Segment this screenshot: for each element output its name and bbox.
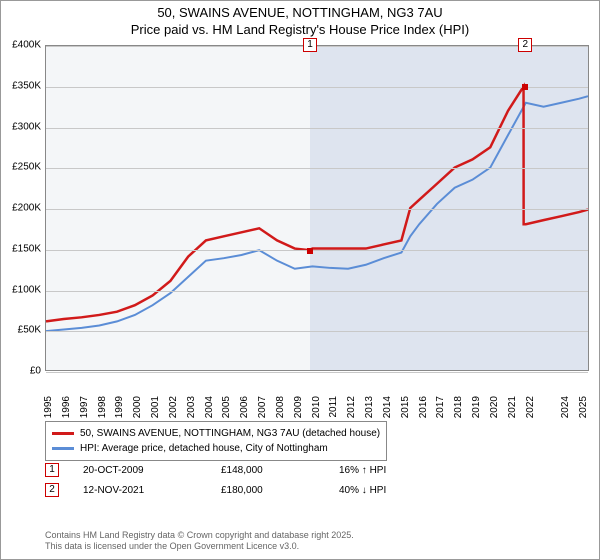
price-marker-dot [522, 84, 528, 90]
gridline [46, 372, 588, 373]
y-tick-label: £250K [7, 162, 43, 173]
x-tick-label: 2013 [364, 396, 375, 418]
gridline [46, 46, 588, 47]
x-tick-label: 2001 [150, 396, 161, 418]
event-row: 1 20-OCT-2009 £148,000 16% ↑ HPI [45, 463, 589, 477]
x-tick-label: 2018 [453, 396, 464, 418]
gridline [46, 168, 588, 169]
price-marker-dot [307, 248, 313, 254]
y-tick-label: £50K [7, 325, 43, 336]
x-tick-label: 1998 [97, 396, 108, 418]
event-date: 12-NOV-2021 [83, 485, 203, 496]
y-tick-label: £150K [7, 243, 43, 254]
event-row: 2 12-NOV-2021 £180,000 40% ↓ HPI [45, 483, 589, 497]
x-tick-label: 2007 [257, 396, 268, 418]
event-delta: 40% ↓ HPI [339, 485, 459, 496]
x-tick-label: 2005 [221, 396, 232, 418]
x-tick-label: 2008 [275, 396, 286, 418]
chart-area: 12 £0£50K£100K£150K£200K£250K£300K£350K£… [7, 41, 593, 411]
x-tick-label: 2006 [239, 396, 250, 418]
y-tick-label: £350K [7, 80, 43, 91]
event-table: 1 20-OCT-2009 £148,000 16% ↑ HPI 2 12-NOV-202… [45, 463, 589, 503]
legend-swatch [52, 447, 74, 450]
x-tick-label: 2016 [418, 396, 429, 418]
x-tick-label: 2000 [132, 396, 143, 418]
title-sub: Price paid vs. HM Land Registry's House … [1, 22, 599, 39]
title-main: 50, SWAINS AVENUE, NOTTINGHAM, NG3 7AU [1, 5, 599, 22]
x-tick-label: 2009 [293, 396, 304, 418]
x-tick-label: 2012 [346, 396, 357, 418]
x-tick-label: 2021 [507, 396, 518, 418]
event-price: £148,000 [221, 465, 321, 476]
chart-container: 50, SWAINS AVENUE, NOTTINGHAM, NG3 7AU P… [0, 0, 600, 560]
plot-area: 12 [45, 45, 589, 371]
y-tick-label: £0 [7, 366, 43, 377]
y-tick-label: £300K [7, 121, 43, 132]
x-tick-label: 2015 [400, 396, 411, 418]
gridline [46, 250, 588, 251]
x-tick-label: 2002 [168, 396, 179, 418]
x-tick-label: 2025 [578, 396, 589, 418]
line-svg [46, 46, 588, 370]
gridline [46, 291, 588, 292]
legend-item: HPI: Average price, detached house, City… [52, 441, 380, 456]
x-tick-label: 2014 [382, 396, 393, 418]
legend: 50, SWAINS AVENUE, NOTTINGHAM, NG3 7AU (… [45, 421, 387, 461]
y-tick-label: £200K [7, 203, 43, 214]
attribution: Contains HM Land Registry data © Crown c… [45, 530, 589, 553]
x-tick-label: 2003 [186, 396, 197, 418]
attribution-line: This data is licensed under the Open Gov… [45, 541, 589, 553]
y-tick-label: £400K [7, 40, 43, 51]
event-date: 20-OCT-2009 [83, 465, 203, 476]
legend-item: 50, SWAINS AVENUE, NOTTINGHAM, NG3 7AU (… [52, 426, 380, 441]
series-line-property [46, 87, 588, 322]
gridline [46, 209, 588, 210]
event-marker-box: 2 [45, 483, 59, 497]
x-tick-label: 2004 [204, 396, 215, 418]
gridline [46, 87, 588, 88]
x-tick-label: 2019 [471, 396, 482, 418]
x-tick-label: 2010 [311, 396, 322, 418]
legend-swatch [52, 432, 74, 435]
x-tick-label: 1997 [79, 396, 90, 418]
chart-titles: 50, SWAINS AVENUE, NOTTINGHAM, NG3 7AU P… [1, 1, 599, 39]
x-tick-label: 2011 [328, 396, 339, 418]
price-marker-box: 2 [518, 38, 532, 52]
x-tick-label: 2022 [525, 396, 536, 418]
x-tick-label: 1999 [114, 396, 125, 418]
attribution-line: Contains HM Land Registry data © Crown c… [45, 530, 589, 542]
gridline [46, 331, 588, 332]
gridline [46, 128, 588, 129]
event-delta: 16% ↑ HPI [339, 465, 459, 476]
x-tick-label: 1995 [43, 396, 54, 418]
x-tick-label: 2024 [560, 396, 571, 418]
legend-label: HPI: Average price, detached house, City… [80, 441, 328, 456]
event-marker-box: 1 [45, 463, 59, 477]
event-price: £180,000 [221, 485, 321, 496]
price-marker-box: 1 [303, 38, 317, 52]
x-tick-label: 2020 [489, 396, 500, 418]
legend-label: 50, SWAINS AVENUE, NOTTINGHAM, NG3 7AU (… [80, 426, 380, 441]
series-line-hpi [46, 96, 588, 331]
x-tick-label: 1996 [61, 396, 72, 418]
y-tick-label: £100K [7, 284, 43, 295]
x-tick-label: 2017 [435, 396, 446, 418]
